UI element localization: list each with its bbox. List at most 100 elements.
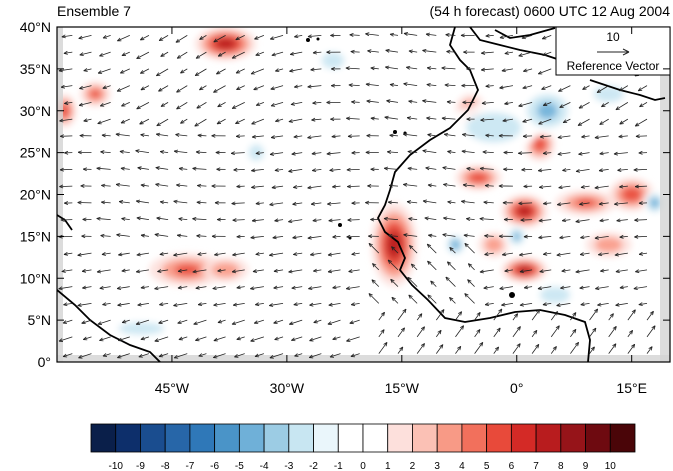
wind-vector-arrow (326, 50, 341, 55)
wind-vector-arrow (501, 68, 513, 73)
wind-vector-arrow (77, 200, 92, 205)
wind-vector-arrow (312, 50, 322, 55)
anomaly-contour (484, 237, 503, 253)
wind-vector-arrow (384, 166, 399, 171)
wind-vector-arrow (213, 336, 226, 342)
wind-vector-arrow (466, 166, 475, 171)
wind-vector-arrow (449, 247, 456, 254)
wind-vector-arrow (176, 85, 188, 93)
wind-vector-arrow (582, 85, 590, 90)
wind-vector-arrow (312, 218, 322, 223)
anomaly-contour (594, 237, 623, 253)
wind-vector-arrow (455, 311, 463, 321)
wind-vector-arrow (250, 336, 265, 342)
wind-vector-arrow (235, 134, 245, 139)
wind-vector-arrow (598, 252, 609, 257)
wind-vector-arrow (416, 326, 425, 338)
wind-vector-arrow (79, 51, 92, 57)
wind-vector-arrow (619, 118, 629, 125)
wind-vector-arrow (291, 336, 303, 342)
wind-vector-arrow (136, 252, 150, 257)
wind-vector-arrow (77, 252, 92, 257)
colorbar-swatch (362, 423, 389, 453)
wind-vector-arrow (308, 353, 322, 359)
colorbar-swatch (535, 423, 562, 453)
wind-vector-arrow (154, 336, 169, 342)
wind-vector-arrow (522, 85, 533, 90)
wind-vector-arrow (618, 134, 628, 139)
wind-vector-arrow (102, 85, 111, 89)
wind-vector-arrow (231, 102, 245, 109)
wind-vector-arrow (254, 35, 265, 40)
wind-vector-arrow (121, 51, 130, 57)
wind-vector-arrow (443, 132, 456, 137)
wind-vector-arrow (426, 82, 437, 87)
colorbar-label: -2 (309, 461, 318, 471)
wind-vector-arrow (308, 286, 322, 291)
wind-vector-arrow (211, 133, 226, 138)
wind-vector-arrow (121, 319, 130, 324)
wind-vector-arrow (426, 66, 437, 71)
wind-vector-arrow (62, 353, 73, 358)
wind-vector-arrow (273, 319, 284, 324)
wind-vector-arrow (194, 68, 207, 77)
colorbar-swatch (510, 423, 537, 453)
wind-vector-arrow (403, 32, 418, 36)
wind-vector-arrow (251, 118, 265, 125)
wind-vector-arrow (391, 246, 399, 254)
wind-vector-arrow (269, 34, 284, 41)
wind-vector-arrow (519, 252, 533, 257)
wind-vector-arrow (347, 218, 360, 222)
wind-vector-arrow (158, 85, 169, 92)
wind-vector-arrow (292, 235, 303, 240)
wind-vector-arrow (518, 101, 533, 108)
wind-vector-arrow (217, 102, 226, 108)
wind-vector-arrow (307, 34, 322, 39)
wind-vector-arrow (581, 134, 590, 139)
wind-vector-arrow (578, 151, 590, 156)
wind-vector-arrow (422, 99, 437, 104)
wind-vector-arrow (101, 200, 111, 205)
wind-vector-arrow (347, 134, 360, 139)
wind-vector-arrow (232, 302, 245, 307)
lon-tick-label: 15°E (616, 380, 647, 396)
wind-vector-arrow (350, 302, 360, 307)
wind-vector-arrow (501, 302, 513, 307)
cape-verde-islands (338, 223, 342, 227)
wind-vector-arrow (195, 51, 207, 59)
wind-vector-arrow (616, 218, 628, 223)
wind-vector-arrow (462, 100, 475, 105)
wind-vector-arrow (416, 343, 425, 354)
wind-vector-arrow (100, 150, 111, 154)
wind-vector-arrow (194, 118, 207, 127)
wind-vector-arrow (154, 286, 169, 291)
wind-vector-arrow (173, 149, 188, 154)
wind-vector-arrow (213, 35, 226, 43)
wind-vector-arrow (99, 336, 111, 342)
wind-vector-arrow (370, 116, 379, 121)
iberia-coast (494, 27, 556, 39)
madeira-island (393, 130, 397, 134)
wind-vector-arrow (81, 268, 92, 273)
wind-vector-arrow (608, 343, 617, 354)
wind-vector-arrow (503, 217, 513, 222)
wind-vector-arrow (461, 83, 475, 88)
colorbar-swatch (164, 423, 191, 453)
wind-vector-arrow (427, 260, 437, 271)
wind-vector-arrow (140, 35, 150, 41)
wind-vector-arrow (292, 201, 303, 206)
lat-tick-label: 40°N (20, 19, 51, 35)
colorbar-swatch (288, 423, 314, 453)
wind-vector-arrow (635, 269, 648, 274)
wind-vector-arrow (479, 166, 494, 171)
wind-vector-arrow (493, 327, 501, 338)
wind-vector-arrow (518, 51, 533, 57)
colorbar-label: 1 (385, 461, 391, 471)
wind-vector-arrow (408, 99, 418, 104)
wind-vector-arrow (327, 201, 341, 206)
wind-vector-arrow (538, 118, 552, 125)
wind-vector-arrow (550, 325, 560, 338)
wind-vector-arrow (64, 150, 73, 155)
wind-vector-arrow (156, 216, 169, 221)
wind-vector-arrow (504, 51, 513, 55)
